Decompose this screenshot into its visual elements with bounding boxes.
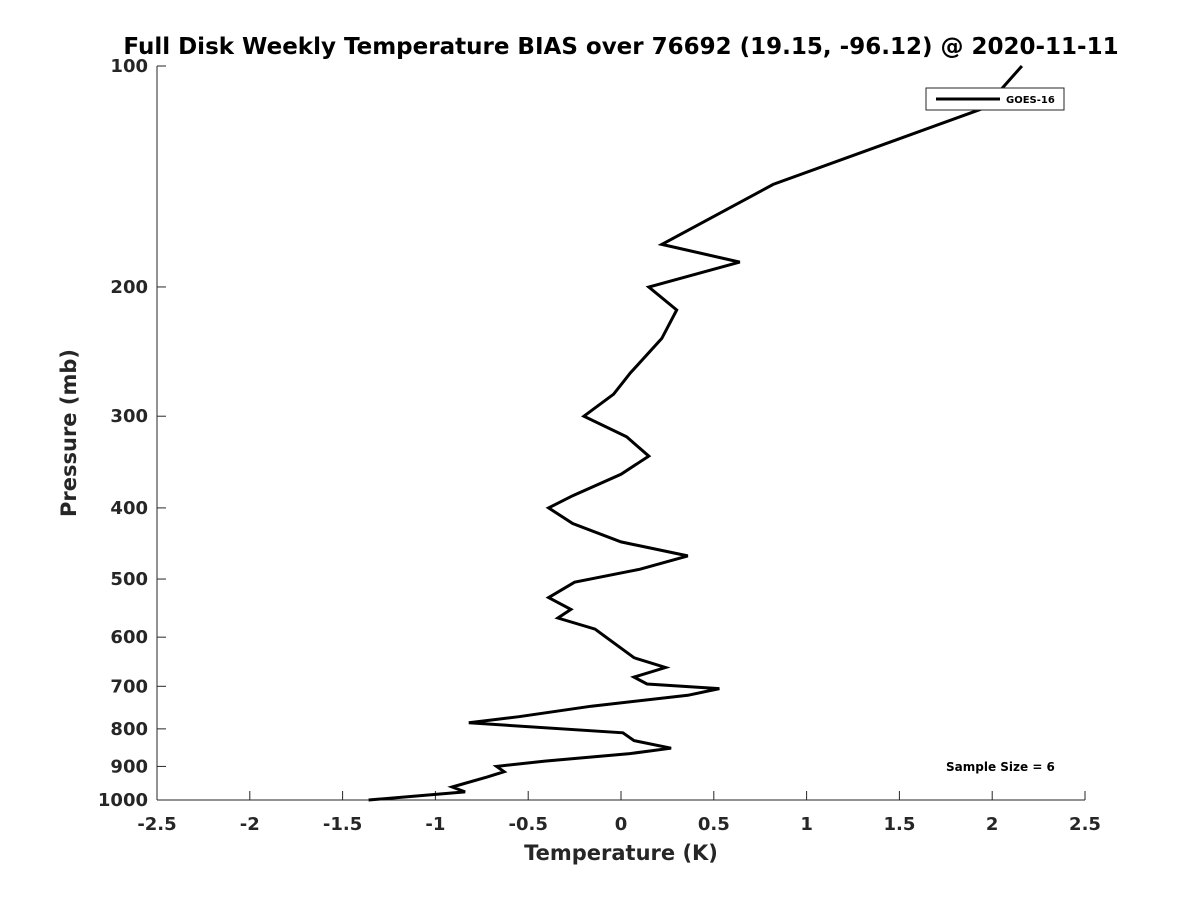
chart-title: Full Disk Weekly Temperature BIAS over 7… (123, 34, 1118, 60)
x-tick-label: 0 (615, 814, 628, 835)
sample-size-annotation: Sample Size = 6 (946, 760, 1055, 774)
x-tick-label: 0.5 (698, 814, 730, 835)
legend: GOES-16 (925, 87, 1065, 111)
y-tick-label: 900 (110, 756, 148, 777)
y-tick-label: 800 (110, 719, 148, 740)
x-tick-label: 2.5 (1069, 814, 1101, 835)
y-axis-label: Pressure (mb) (57, 349, 81, 517)
x-tick-label: -1.5 (323, 814, 362, 835)
y-ticks: 100 200 300 400 500 600 700 800 900 1000 (98, 56, 166, 811)
y-tick-label: 1000 (98, 790, 148, 811)
x-ticks: -2.5 -2 -1.5 -1 -0.5 0 0.5 1 1.5 2 2.5 (137, 791, 1101, 835)
y-tick-label: 200 (110, 277, 148, 298)
x-tick-label: 2 (986, 814, 999, 835)
y-tick-label: 100 (110, 56, 148, 77)
series-layer (368, 65, 1024, 802)
y-tick-label: 300 (110, 406, 148, 427)
legend-entry-label: GOES-16 (1006, 95, 1055, 106)
x-tick-label: -2.5 (137, 814, 176, 835)
x-tick-label: -1 (425, 814, 445, 835)
y-tick-label: 400 (110, 498, 148, 519)
y-tick-label: 700 (110, 676, 148, 697)
x-tick-label: 1 (800, 814, 813, 835)
x-tick-label: 1.5 (883, 814, 915, 835)
series-line-goes-16 (368, 65, 1024, 802)
x-tick-label: -0.5 (509, 814, 548, 835)
y-tick-label: 600 (110, 627, 148, 648)
x-tick-label: -2 (240, 814, 260, 835)
x-axis-label: Temperature (K) (524, 841, 718, 865)
y-tick-label: 500 (110, 569, 148, 590)
